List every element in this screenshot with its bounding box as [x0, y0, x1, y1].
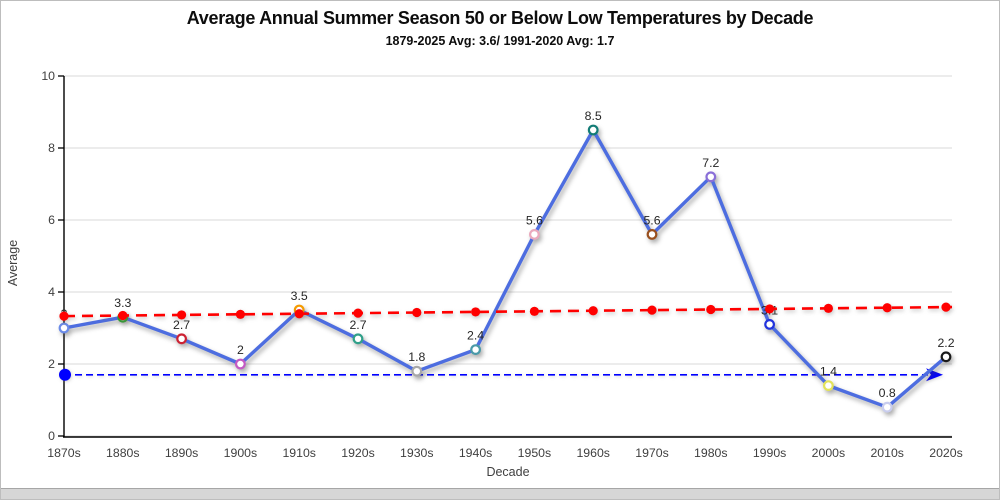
x-tick-label: 2000s — [812, 446, 846, 460]
x-tick-label: 1910s — [282, 446, 316, 460]
data-point-marker — [470, 344, 482, 356]
trend-marker — [823, 303, 834, 313]
data-point-marker — [881, 401, 893, 413]
trend-marker — [412, 307, 422, 318]
x-tick-label: 1940s — [459, 446, 493, 460]
x-tick-label: 1950s — [518, 446, 552, 460]
data-point-marker — [529, 228, 540, 240]
axes: 0 2 4 6 8 10 1870s 1880s 1890s 1900s 1910s 1920s 193… — [41, 69, 962, 460]
data-point-label: 7.2 — [702, 156, 719, 170]
data-point-label: 2.7 — [349, 318, 366, 332]
data-point-marker — [234, 358, 246, 370]
data-point-label: 3.5 — [291, 289, 308, 303]
x-tick-label: 1990s — [753, 446, 787, 460]
trend-marker — [882, 303, 892, 313]
trend-line — [63, 305, 953, 318]
data-point-marker — [411, 365, 423, 377]
data-point-marker — [705, 171, 717, 183]
data-point-label: 2.4 — [467, 329, 484, 343]
x-tick-label: 1970s — [635, 446, 669, 460]
x-tick-label: 1900s — [224, 446, 258, 460]
data-point-label: 0.8 — [879, 386, 896, 400]
data-point-marker — [940, 351, 952, 363]
reference-start-dot — [59, 368, 71, 381]
plot-area: 0 2 4 6 8 10 1870s 1880s 1890s 1900s 1910s 1920s 193… — [41, 69, 962, 460]
data-point-label: 5.6 — [643, 213, 660, 227]
average-reference-line — [59, 368, 943, 382]
data-point-label: 2.7 — [173, 318, 190, 332]
trend-marker — [647, 305, 657, 315]
data-point-marker — [823, 380, 834, 392]
chart-subtitle: 1879-2025 Avg: 3.6/ 1991-2020 Avg: 1.7 — [385, 34, 615, 48]
data-labels: 33.32.723.52.71.82.45.68.55.67.23.11.40.… — [61, 109, 955, 400]
data-point-label: 1.8 — [408, 350, 425, 364]
data-point-marker — [764, 319, 775, 330]
data-point-label: 3.3 — [114, 296, 131, 310]
data-point-label: 2 — [237, 343, 244, 357]
y-tick-label: 8 — [48, 141, 55, 155]
x-tick-label: 2010s — [870, 446, 904, 460]
trend-marker — [706, 304, 716, 315]
x-tick-label: 1920s — [341, 446, 375, 460]
y-tick-label: 2 — [48, 357, 55, 371]
x-tick-label: 2020s — [929, 446, 963, 460]
trend-marker — [177, 310, 187, 320]
trend-series — [59, 302, 953, 321]
trend-marker — [118, 310, 128, 321]
series-line — [62, 128, 948, 409]
trend-marker — [235, 309, 245, 319]
trend-marker — [588, 306, 598, 316]
data-point-label: 2.2 — [937, 336, 954, 350]
y-tick-label: 6 — [48, 213, 55, 227]
x-tick-label: 1930s — [400, 446, 434, 460]
y-tick-label: 10 — [41, 69, 55, 83]
bottom-strip — [1, 488, 999, 499]
trend-marker — [294, 309, 304, 319]
x-tick-label: 1880s — [106, 446, 140, 460]
x-tick-label: 1870s — [47, 446, 81, 460]
trend-marker — [765, 304, 775, 314]
x-tick-label: 1980s — [694, 446, 728, 460]
trend-marker — [353, 308, 363, 318]
data-point-marker — [587, 124, 599, 136]
data-point-label: 8.5 — [585, 109, 602, 123]
data-point-marker — [176, 333, 188, 345]
temperature-series — [58, 124, 952, 413]
y-tick-label: 4 — [48, 285, 55, 299]
x-tick-label: 1890s — [165, 446, 199, 460]
data-point-label: 5.6 — [526, 213, 543, 227]
chart-title: Average Annual Summer Season 50 or Below… — [186, 8, 814, 28]
data-point-marker — [58, 322, 70, 334]
trend-marker — [941, 302, 951, 312]
gridlines — [64, 75, 952, 437]
x-axis-title: Decade — [486, 465, 530, 479]
y-tick-label: 0 — [48, 429, 55, 443]
trend-marker — [471, 307, 481, 317]
data-point-label: 1.4 — [820, 365, 837, 379]
data-point-marker — [646, 228, 658, 240]
x-tick-label: 1960s — [576, 446, 610, 460]
data-point-marker — [352, 333, 364, 345]
trend-marker — [59, 311, 69, 321]
trend-marker — [529, 306, 540, 316]
